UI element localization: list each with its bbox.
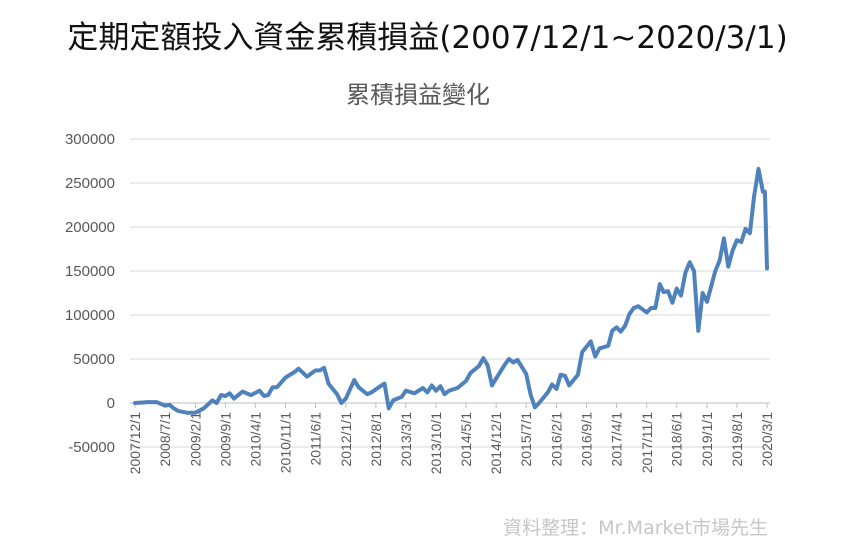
y-tick-label: 300000 — [65, 131, 115, 148]
x-tick-label: 2012/1/1 — [338, 412, 354, 467]
x-tick-label: 2014/5/1 — [458, 412, 474, 467]
x-tick-label: 2009/9/1 — [217, 412, 233, 467]
x-tick-label: 2010/4/1 — [247, 412, 263, 467]
x-tick-label: 2017/4/1 — [609, 412, 625, 467]
y-axis-tick-labels: 300000 250000 200000 150000 100000 50000 0 -500… — [65, 131, 115, 456]
x-tick-label: 2012/8/1 — [368, 412, 384, 467]
y-tick-label: 200000 — [65, 219, 115, 236]
x-tick-label: 2019/1/1 — [699, 412, 715, 467]
x-tick-label: 2009/2/1 — [187, 412, 203, 467]
series-layer — [133, 166, 769, 415]
series-line — [133, 166, 769, 415]
y-tick-label: 100000 — [65, 307, 115, 324]
x-tick-label: 2015/7/1 — [518, 412, 534, 467]
y-tick-label: -50000 — [68, 439, 115, 456]
source-credit: 資料整理：Mr.Market市場先生 — [503, 517, 768, 539]
x-tick-label: 2011/6/1 — [308, 412, 324, 466]
chart-title: 累積損益變化 — [346, 81, 490, 109]
y-tick-label: 50000 — [73, 351, 115, 368]
x-tick-label: 2020/3/1 — [759, 412, 775, 467]
y-tick-label: 0 — [107, 395, 115, 412]
x-axis: 2007/12/1 2008/7/1 2009/2/1 2009/9/1 2010/4/… — [127, 402, 775, 474]
x-tick-label: 2014/12/1 — [488, 412, 504, 474]
x-tick-label: 2008/7/1 — [157, 412, 173, 467]
y-tick-label: 150000 — [65, 263, 115, 280]
x-tick-label: 2018/6/1 — [669, 412, 685, 467]
x-tick-label: 2019/8/1 — [729, 412, 745, 467]
gridlines — [130, 138, 770, 448]
x-tick-label: 2013/10/1 — [428, 412, 444, 474]
x-tick-label: 2010/11/1 — [278, 412, 294, 473]
x-tick-label: 2017/11/1 — [639, 412, 655, 473]
x-tick-label: 2013/3/1 — [398, 412, 414, 467]
x-tick-label: 2016/2/1 — [549, 412, 565, 467]
page-title: 定期定額投入資金累積損益(2007/12/1~2020/3/1) — [67, 20, 788, 56]
x-tick-label: 2007/12/1 — [127, 412, 143, 474]
x-tick-label: 2016/9/1 — [579, 412, 595, 467]
y-tick-label: 250000 — [65, 175, 115, 192]
